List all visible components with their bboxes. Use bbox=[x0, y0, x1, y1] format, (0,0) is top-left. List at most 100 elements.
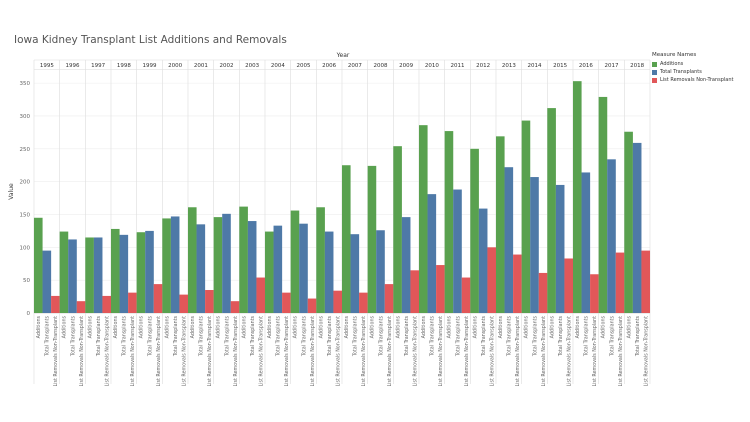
x-tick-label: List Removals Non-Transplant bbox=[387, 316, 393, 387]
year-header-label: 2001 bbox=[194, 63, 208, 69]
x-tick-label: Total Transplants bbox=[430, 315, 436, 357]
bar bbox=[461, 277, 471, 313]
legend-label: List Removals Non-Transplant bbox=[660, 77, 734, 83]
bar bbox=[615, 252, 625, 313]
x-tick-label: Additions bbox=[549, 316, 555, 339]
bar bbox=[324, 231, 334, 313]
bar bbox=[213, 217, 223, 313]
y-tick-label: 350 bbox=[20, 81, 31, 87]
x-tick-label: Total Transplants bbox=[199, 315, 205, 357]
x-tick-label: Additions bbox=[318, 316, 324, 339]
bar bbox=[436, 265, 445, 313]
bar bbox=[264, 231, 274, 313]
bar bbox=[607, 159, 616, 313]
x-tick-label: Additions bbox=[62, 316, 68, 339]
year-header-label: 1997 bbox=[91, 63, 105, 69]
x-tick-label: List Removals Non-Transplant bbox=[156, 316, 162, 387]
legend-label: Total Transplants bbox=[660, 69, 702, 75]
x-tick-label: Total Transplants bbox=[558, 315, 564, 357]
bar bbox=[513, 254, 522, 313]
bar bbox=[641, 250, 651, 313]
x-tick-label: Additions bbox=[395, 316, 401, 339]
bar bbox=[247, 221, 257, 313]
x-tick-label: List Removals Non-Transplant bbox=[233, 316, 239, 387]
year-header-label: 2008 bbox=[374, 63, 388, 69]
x-tick-label: Total Transplants bbox=[96, 315, 102, 357]
bar bbox=[187, 207, 197, 313]
x-tick-label: Total Transplants bbox=[609, 315, 615, 357]
legend-item[interactable]: Additions bbox=[652, 61, 748, 67]
x-tick-label: List Removals Non-Transplant bbox=[53, 316, 59, 387]
bar bbox=[384, 284, 394, 313]
bar bbox=[145, 230, 154, 313]
bar bbox=[367, 165, 377, 313]
bar bbox=[93, 237, 103, 313]
legend-title: Measure Names bbox=[652, 52, 697, 58]
chart-title: Iowa Kidney Transplant List Additions an… bbox=[14, 34, 287, 46]
y-tick-label: 0 bbox=[27, 311, 31, 317]
year-header-label: 2015 bbox=[553, 63, 567, 69]
bar bbox=[453, 189, 462, 313]
x-tick-label: List Removals Non-Transplant bbox=[361, 316, 367, 387]
legend-item[interactable]: Total Transplants bbox=[652, 69, 748, 75]
year-header-label: 2018 bbox=[630, 63, 644, 69]
bar bbox=[76, 301, 86, 313]
bar bbox=[572, 81, 582, 314]
x-tick-label: List Removals Non-Transplant bbox=[490, 316, 496, 387]
bar bbox=[598, 96, 608, 313]
bar bbox=[350, 234, 360, 313]
bar bbox=[68, 239, 77, 313]
x-tick-label: List Removals Non-Transplant bbox=[413, 316, 419, 387]
bar bbox=[196, 224, 206, 313]
bar bbox=[273, 225, 283, 313]
x-tick-label: Additions bbox=[36, 316, 42, 339]
year-header-label: 2013 bbox=[502, 63, 516, 69]
legend-swatch bbox=[652, 61, 657, 67]
x-tick-label: Total Transplants bbox=[70, 315, 76, 357]
x-tick-label: Total Transplants bbox=[378, 315, 384, 357]
year-header-label: 2016 bbox=[579, 63, 593, 69]
x-tick-label: Additions bbox=[626, 316, 632, 339]
legend-swatch bbox=[652, 69, 657, 75]
bar bbox=[444, 131, 454, 313]
bar bbox=[427, 194, 437, 313]
y-axis-label: Value bbox=[8, 183, 15, 200]
bar bbox=[170, 216, 180, 313]
year-header-label: 2003 bbox=[245, 63, 259, 69]
year-header-label: 2011 bbox=[451, 63, 465, 69]
bar bbox=[564, 258, 574, 313]
x-tick-label: Total Transplants bbox=[481, 315, 487, 357]
bar bbox=[555, 184, 565, 313]
bar bbox=[401, 217, 411, 313]
x-tick-label: List Removals Non-Transplant bbox=[515, 316, 521, 387]
legend: Measure Names Additions Total Transplants… bbox=[652, 52, 748, 85]
y-tick-label: 50 bbox=[23, 278, 30, 284]
bar bbox=[530, 177, 539, 313]
year-header-label: 2007 bbox=[348, 63, 362, 69]
bar bbox=[299, 223, 308, 313]
bar bbox=[341, 165, 351, 313]
bar bbox=[42, 250, 52, 313]
y-axis: 0 50 100 150 200 250 300 350 bbox=[20, 81, 31, 317]
x-tick-label: List Removals Non-Transplant bbox=[105, 316, 111, 387]
x-tick-label: List Removals Non-Transplant bbox=[464, 316, 470, 387]
x-tick-label: Total Transplants bbox=[147, 315, 153, 357]
bar bbox=[239, 206, 248, 313]
bar bbox=[179, 294, 189, 313]
bar bbox=[222, 213, 231, 313]
x-tick-label: List Removals Non-Transplant bbox=[130, 316, 136, 387]
bar bbox=[624, 131, 633, 313]
x-tick-label: List Removals Non-Transplant bbox=[182, 316, 188, 387]
x-tick-label: Additions bbox=[601, 316, 607, 339]
year-header-label: 2000 bbox=[168, 63, 182, 69]
x-tick-label: Additions bbox=[87, 316, 93, 339]
bar bbox=[581, 172, 591, 313]
bar bbox=[282, 292, 291, 313]
bar bbox=[85, 237, 94, 313]
year-header-label: 2010 bbox=[425, 63, 439, 69]
bar bbox=[256, 277, 266, 313]
legend-item[interactable]: List Removals Non-Transplant bbox=[652, 77, 748, 83]
bar bbox=[393, 146, 402, 313]
bar bbox=[290, 210, 300, 313]
